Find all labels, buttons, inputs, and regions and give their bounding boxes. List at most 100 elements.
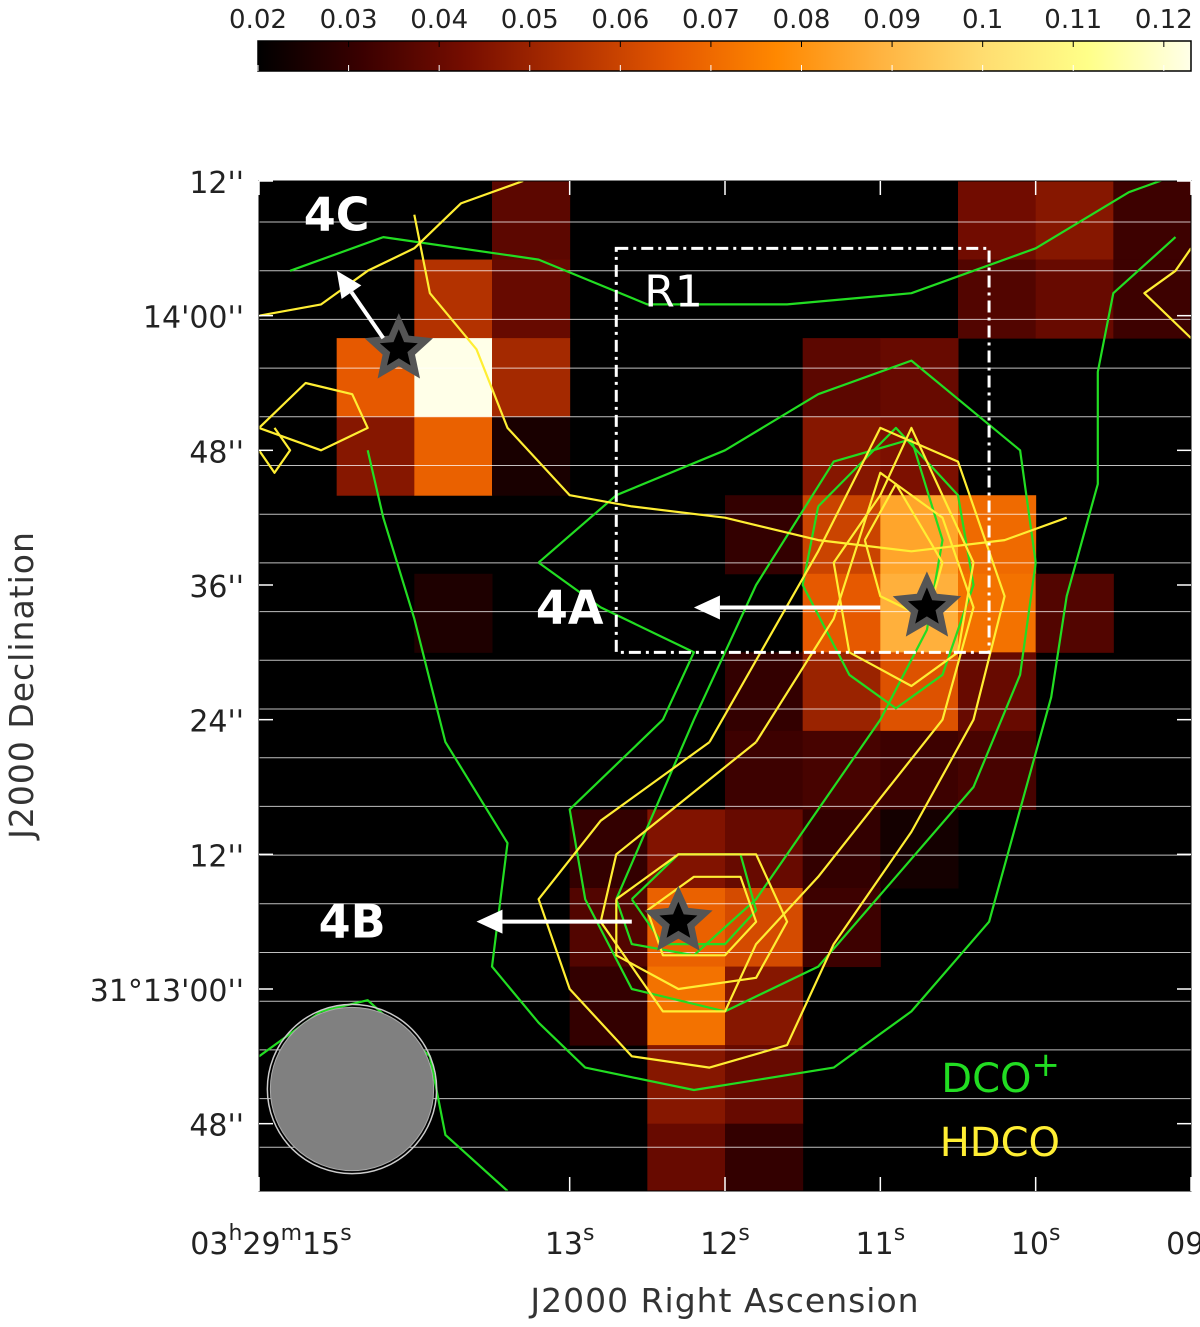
y-tick-label: 14'00''	[143, 301, 244, 336]
source-star	[659, 901, 698, 938]
plot-area: R1 4C 4A 4B DCO+ HDCO	[258, 180, 1192, 1192]
x-tick-label-value: 29	[242, 1227, 280, 1262]
contour-hdco	[599, 471, 975, 1013]
x-axis: 03h29m15s13s12s11s10s09s	[190, 181, 1200, 1262]
x-tick-label-value: 15	[302, 1227, 340, 1262]
x-tick-label-unit: s	[738, 1221, 749, 1246]
x-tick-label-unit: s	[340, 1221, 351, 1246]
heatmap-pixel	[725, 1123, 804, 1191]
contour-hdco	[259, 181, 524, 317]
heatmap-pixel	[725, 730, 804, 810]
colorbar-tick-label: 0.07	[682, 5, 740, 35]
heatmap-pixel	[802, 338, 881, 418]
x-tick-label-unit: s	[583, 1221, 594, 1246]
contour-dcop	[801, 426, 975, 710]
y-tick-label: 36''	[189, 570, 244, 605]
heatmap-pixel	[569, 888, 648, 968]
heatmap-pixel	[414, 573, 493, 653]
colorbar-tick-label: 0.11	[1044, 5, 1102, 35]
heatmap-pixel	[1113, 181, 1191, 261]
heatmap-pixel	[647, 809, 726, 889]
heatmap-pixel	[802, 809, 881, 889]
colorbar-tick-label: 0.08	[773, 5, 831, 35]
x-tick-label-unit: h	[228, 1221, 242, 1246]
heatmap-pixel	[880, 338, 959, 418]
annotation-arrowhead	[693, 595, 720, 620]
region-box	[614, 246, 991, 654]
x-tick-label: 13s	[545, 1221, 595, 1262]
heatmap-pixel	[492, 259, 571, 339]
colorbar-tick-label: 0.03	[320, 5, 378, 35]
y-axis-title: J2000 Declination	[2, 531, 41, 841]
colorbar-tick-label: 0.02	[229, 5, 287, 35]
legend-entry-name: DCO	[941, 1056, 1031, 1102]
heatmap-pixel	[414, 338, 493, 418]
legend-entry: HDCO	[940, 1120, 1060, 1166]
heatmap-pixel	[569, 809, 648, 889]
beam-ellipse	[269, 1006, 435, 1172]
heatmap-pixel	[492, 338, 571, 418]
x-tick-label-unit: m	[281, 1221, 302, 1246]
x-tick-label-unit: s	[894, 1221, 905, 1246]
colorbar: 0.02 0.03 0.04 0.05 0.06 0.07 0.08 0.09 0.1 0.11 0…	[229, 5, 1193, 72]
annotation-arrowhead	[336, 270, 362, 299]
beam-outline	[266, 1003, 438, 1175]
heatmap-pixel	[958, 495, 1037, 575]
x-tick-label-value: 11	[856, 1227, 894, 1262]
legend-entry: DCO+	[941, 1045, 1060, 1102]
x-axis-title: J2000 Right Ascension	[528, 1281, 919, 1320]
heatmap-pixel	[725, 652, 804, 732]
x-tick-label-value: 13	[545, 1227, 583, 1262]
y-tick-label: 48''	[189, 1109, 244, 1144]
colorbar-tick-label: 0.1	[962, 5, 1003, 35]
heatmap-pixel	[725, 888, 804, 968]
heatmap-pixel	[647, 1123, 726, 1191]
x-tick-label-value: 09	[1166, 1227, 1200, 1262]
contour-hdco	[1143, 247, 1191, 339]
heatmap-pixel	[492, 181, 571, 261]
colorbar-tick-label: 0.09	[863, 5, 921, 35]
source-star	[907, 587, 946, 624]
heatmap-pixel	[725, 1045, 804, 1125]
y-tick-label: 48''	[189, 435, 244, 470]
contour-dcop	[537, 359, 1037, 1013]
source-label: 4C	[304, 188, 370, 242]
x-tick-label: 11s	[856, 1221, 906, 1262]
annotation-arrowhead	[476, 909, 503, 934]
colorbar-tick-label: 0.12	[1135, 5, 1193, 35]
annotation-arrow	[349, 291, 385, 340]
heatmap-pixel	[880, 730, 959, 810]
x-tick-label: 03h29m15s	[190, 1221, 351, 1262]
region-label: R1	[644, 266, 703, 317]
y-tick-label: 24''	[189, 705, 244, 740]
source-label: 4B	[319, 895, 386, 949]
heatmap-pixel	[414, 416, 493, 496]
contour-hdco	[646, 875, 758, 957]
source-star	[379, 329, 418, 366]
source-label: 4A	[536, 580, 604, 634]
heatmap-pixel	[1035, 259, 1114, 339]
heatmap-pixel	[880, 495, 959, 575]
contour-hdco	[413, 214, 1068, 553]
x-tick-label-value: 10	[1011, 1227, 1049, 1262]
contour-dcop	[366, 236, 1177, 1092]
contour-hdco	[259, 381, 369, 452]
y-tick-label: 31°13'00''	[90, 974, 244, 1009]
heatmap-pixel	[414, 259, 493, 339]
legend-entry-superscript: +	[1032, 1045, 1061, 1085]
contour-dcop	[289, 181, 1164, 306]
y-tick-label: 12''	[189, 839, 244, 874]
plot-content: R1 4C 4A 4B DCO+ HDCO	[259, 181, 1191, 1191]
y-tick-label: 12''	[189, 166, 244, 201]
x-tick-label-unit: s	[1049, 1221, 1060, 1246]
colorbar-tick-label: 0.06	[591, 5, 649, 35]
contour-hdco	[832, 426, 975, 688]
heatmap-pixel	[958, 730, 1037, 810]
x-tick-label-value: 03	[190, 1227, 228, 1262]
contour-hdco	[615, 853, 789, 991]
heatmap-pixel	[958, 652, 1037, 732]
heatmap-pixel	[802, 888, 881, 968]
colorbar-tick-label: 0.05	[501, 5, 559, 35]
legend-entry-name: HDCO	[940, 1120, 1060, 1166]
